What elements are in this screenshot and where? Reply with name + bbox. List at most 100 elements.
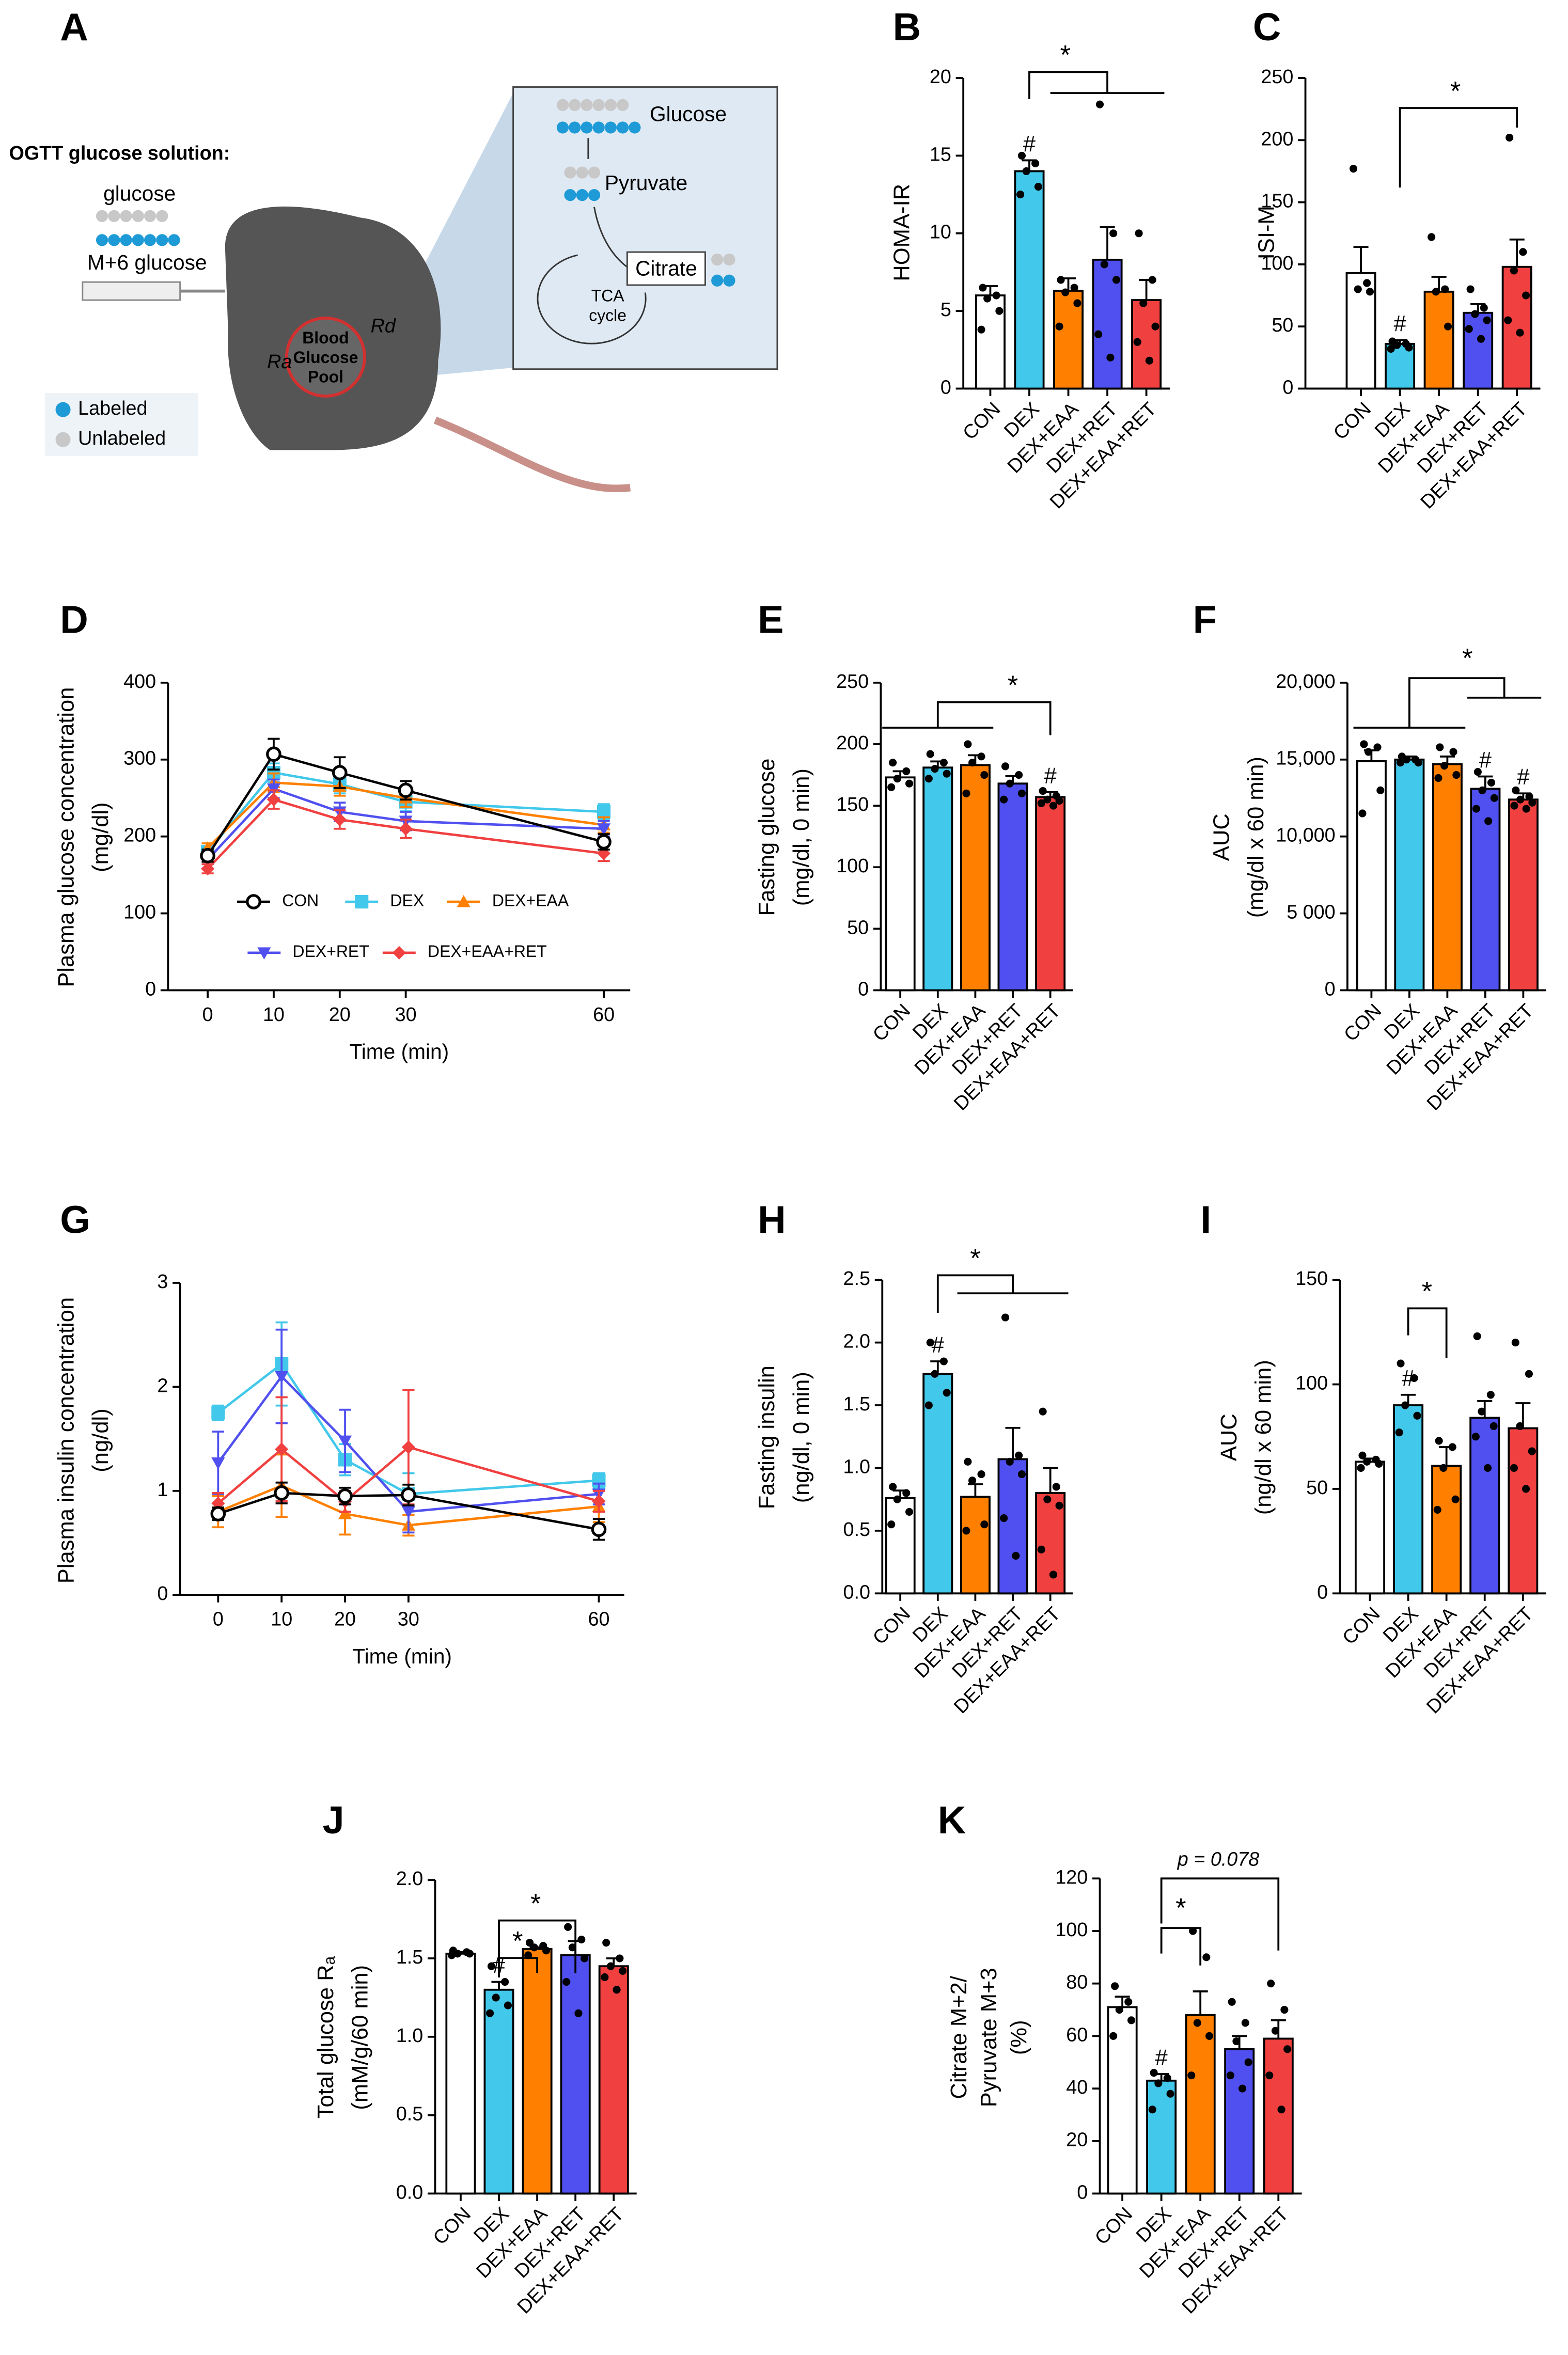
y-tick-label: 200 [123, 825, 156, 846]
data-point [606, 1962, 615, 1970]
bar [1146, 2079, 1177, 2195]
bracket [1160, 1877, 1280, 1951]
data-point [1015, 771, 1023, 779]
bar [1356, 760, 1387, 992]
key-dot [55, 402, 71, 417]
x-tick-label: 0 [202, 1004, 213, 1026]
x-tick-label: 60 [588, 1609, 609, 1630]
data-point [1034, 182, 1042, 191]
y-axis-label: (ng/dl, 0 min) [789, 1372, 814, 1503]
bar [560, 1954, 591, 2195]
y-tick-label: 15,000 [1276, 748, 1335, 770]
data-point [1435, 1437, 1443, 1445]
y-tick-label: 5 [940, 299, 951, 321]
data-point [486, 2009, 494, 2017]
marker [398, 782, 414, 798]
data-point [504, 2001, 512, 2009]
data-point [1100, 260, 1108, 269]
ra-label: Ra [267, 351, 292, 373]
panel-letter: K [938, 1799, 966, 1842]
annotation: * [1008, 670, 1018, 700]
data-point [1049, 1571, 1058, 1579]
data-point [1135, 229, 1143, 238]
m6-label: M+6 glucose [87, 250, 207, 274]
data-point [1148, 2106, 1156, 2114]
data-point [1127, 2016, 1136, 2024]
marker [401, 1506, 415, 1519]
panel-letter: A [60, 6, 88, 49]
data-point [1489, 1422, 1498, 1431]
data-point [1001, 1313, 1010, 1322]
y-tick-label: 50 [1306, 1477, 1328, 1499]
data-point [542, 1946, 551, 1955]
y-axis-label: (ng/dl x 60 min) [1251, 1360, 1276, 1515]
y-axis-label: (%) [1007, 2020, 1031, 2055]
data-point [1055, 1501, 1063, 1510]
data-point [1393, 341, 1401, 349]
data-point [465, 1950, 474, 1958]
data-point [1525, 792, 1533, 800]
y-tick-label: 10 [930, 222, 951, 243]
annotation: p = 0.078 [1177, 1848, 1259, 1870]
x-tick-label: 20 [329, 1004, 351, 1026]
panel-letter: C [1253, 6, 1281, 49]
data-point [939, 759, 948, 767]
y-tick-label: 250 [836, 671, 869, 693]
y-axis-label: (ng/dl) [88, 1408, 113, 1472]
pool-label: Glucose [293, 348, 358, 367]
y-tick-label: 100 [1295, 1372, 1328, 1394]
y-tick-label: 0 [157, 1583, 168, 1605]
data-point [1349, 165, 1358, 173]
tca-label: cycle [589, 306, 626, 324]
bar [922, 1373, 953, 1595]
arrow [593, 207, 628, 268]
data-point [887, 1520, 896, 1529]
data-point [1016, 191, 1025, 199]
marker [210, 1506, 226, 1521]
data-point [1449, 748, 1457, 756]
key-label: Labeled [78, 398, 147, 419]
data-point [931, 765, 939, 773]
data-point [581, 1954, 589, 1962]
data-point [1413, 1411, 1421, 1420]
annotation: * [512, 1926, 523, 1956]
data-point [1232, 2037, 1241, 2046]
data-point [931, 1370, 939, 1378]
panel-letter: J [323, 1799, 344, 1842]
y-axis-label: AUC [1209, 813, 1234, 861]
data-point [1145, 356, 1153, 365]
data-point [905, 779, 914, 788]
data-point [1111, 1982, 1119, 1990]
data-point [1112, 276, 1121, 284]
y-tick-label: 0 [145, 978, 156, 1000]
key-dot [55, 432, 71, 447]
data-point [1057, 276, 1065, 284]
data-point [1017, 151, 1026, 160]
data-point [619, 1967, 627, 1975]
data-point [1414, 759, 1422, 767]
bar [997, 1458, 1028, 1595]
data-point [939, 1357, 948, 1365]
y-tick-label: 0 [940, 376, 951, 398]
data-point [1478, 786, 1486, 794]
significance-hash: # [932, 1332, 945, 1357]
bar [922, 766, 953, 992]
bar [1224, 2048, 1255, 2195]
marker [338, 1435, 352, 1448]
x-axis-label: Time (min) [352, 1644, 452, 1668]
x-tick-label: 30 [398, 1609, 419, 1630]
data-point [1516, 328, 1524, 337]
y-axis-label: HOMA-IR [889, 184, 914, 281]
data-point [1510, 802, 1518, 810]
y-tick-label: 60 [1066, 2024, 1088, 2046]
y-tick-label: 5 000 [1287, 902, 1335, 923]
data-point [574, 2009, 583, 2017]
significance-hash: # [1479, 748, 1492, 773]
data-point [943, 770, 951, 778]
annotation: * [1450, 76, 1461, 106]
data-point [1516, 1422, 1524, 1431]
data-point [1073, 299, 1081, 307]
y-tick-label: 15 [930, 144, 951, 165]
data-point [889, 1483, 897, 1491]
